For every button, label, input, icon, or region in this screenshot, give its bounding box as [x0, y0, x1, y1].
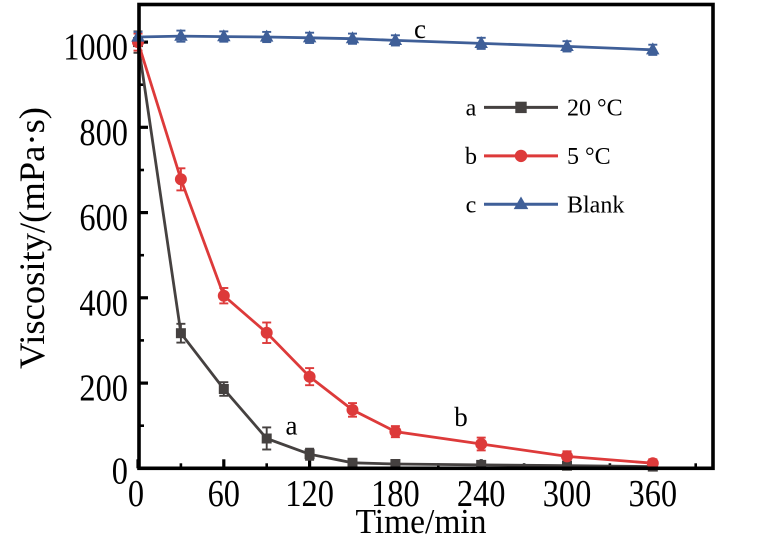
svg-text:c: c	[466, 192, 477, 218]
svg-text:0: 0	[128, 473, 144, 515]
svg-text:Time/min: Time/min	[356, 502, 487, 534]
svg-text:Blank: Blank	[567, 192, 624, 218]
svg-text:a: a	[466, 95, 477, 121]
svg-text:240: 240	[457, 473, 506, 515]
svg-text:Viscosity/(mPa·s): Viscosity/(mPa·s)	[12, 107, 52, 369]
svg-text:360: 360	[629, 473, 678, 515]
svg-text:800: 800	[79, 112, 128, 154]
svg-text:1000: 1000	[63, 27, 128, 69]
svg-text:120: 120	[285, 473, 334, 515]
svg-text:5 °C: 5 °C	[567, 144, 611, 170]
svg-text:400: 400	[79, 282, 128, 324]
svg-text:0: 0	[112, 450, 128, 492]
svg-text:c: c	[414, 14, 426, 44]
svg-text:a: a	[286, 411, 298, 441]
svg-text:180: 180	[371, 473, 420, 515]
svg-text:600: 600	[79, 197, 128, 239]
svg-text:200: 200	[79, 368, 128, 410]
svg-text:b: b	[454, 402, 468, 432]
svg-text:20 °C: 20 °C	[567, 95, 623, 121]
svg-text:300: 300	[543, 473, 592, 515]
svg-text:60: 60	[208, 473, 240, 515]
svg-text:b: b	[465, 144, 477, 170]
